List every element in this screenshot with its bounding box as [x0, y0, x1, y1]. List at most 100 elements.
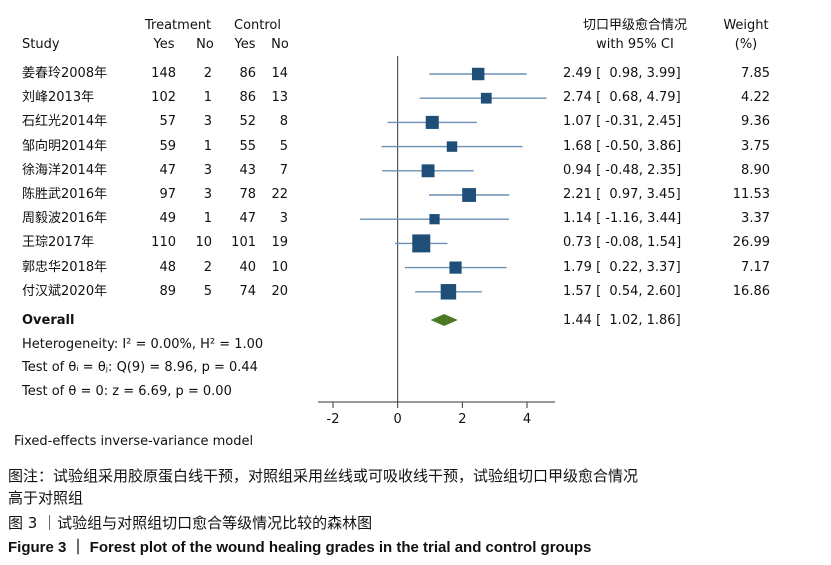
test-equal-text: Test of θᵢ = θⱼ: Q(9) = 8.96, p = 0.44	[22, 360, 258, 375]
header-study: Study	[22, 37, 60, 52]
effect-marker	[446, 141, 458, 152]
study-ci-text: 1.14 [ -1.16, 3.44]	[563, 211, 682, 226]
study-ci-text: 0.73 [ -0.08, 1.54]	[563, 235, 682, 250]
caption-note-line2: 高于对照组	[8, 489, 84, 507]
control-yes: 86	[239, 66, 256, 81]
study-name: 邹向明2014年	[22, 139, 108, 154]
effect-marker	[449, 261, 462, 274]
heterogeneity-text: Heterogeneity: I² = 0.00%, H² = 1.00	[22, 337, 264, 352]
overall-ci-text: 1.44 [ 1.02, 1.86]	[563, 313, 681, 328]
forest-plot: -2 0 2 4	[318, 56, 555, 427]
treatment-yes: 59	[159, 139, 176, 154]
control-yes: 43	[239, 163, 256, 178]
caption-title-en: Figure 3 ｜ Forest plot of the wound heal…	[8, 539, 592, 556]
study-name: 徐海洋2014年	[22, 163, 108, 178]
effect-marker	[421, 164, 435, 178]
test-zero-text: Test of θ = 0: z = 6.69, p = 0.00	[22, 384, 232, 399]
x-tick-label: -2	[327, 412, 340, 427]
treatment-no: 3	[203, 187, 212, 202]
header-control: Control	[234, 18, 281, 33]
treatment-yes: 47	[159, 163, 176, 178]
header-weight: Weight	[723, 18, 769, 33]
study-ci-text: 0.94 [ -0.48, 2.35]	[563, 163, 682, 178]
study-ci-text: 1.79 [ 0.22, 3.37]	[563, 260, 681, 275]
control-yes: 47	[239, 211, 256, 226]
effect-marker	[480, 92, 492, 104]
control-yes: 40	[239, 260, 256, 275]
treatment-no: 5	[203, 284, 212, 299]
caption-note-line1: 图注：试验组采用胶原蛋白线干预，对照组采用丝线或可吸收线干预，试验组切口甲级愈合…	[8, 467, 639, 485]
study-weight: 4.22	[741, 90, 770, 105]
effect-marker	[471, 67, 485, 81]
study-ci-text: 2.49 [ 0.98, 3.99]	[563, 66, 681, 81]
treatment-no: 10	[195, 235, 212, 250]
control-yes: 86	[239, 90, 256, 105]
study-ci-text: 1.68 [ -0.50, 3.86]	[563, 139, 682, 154]
study-name: 陈胜武2016年	[22, 187, 108, 202]
overall-label: Overall	[22, 313, 75, 328]
header-no-control: No	[271, 37, 289, 52]
study-weight: 3.75	[741, 139, 770, 154]
control-yes: 74	[239, 284, 256, 299]
treatment-no: 1	[203, 139, 212, 154]
treatment-yes: 97	[159, 187, 176, 202]
treatment-no: 3	[203, 163, 212, 178]
treatment-yes: 148	[151, 66, 176, 81]
overall-diamond	[430, 314, 458, 326]
study-ci-text: 2.74 [ 0.68, 4.79]	[563, 90, 681, 105]
study-weight: 7.17	[741, 260, 770, 275]
study-weight: 26.99	[732, 235, 770, 250]
control-yes: 55	[239, 139, 256, 154]
study-weight: 7.85	[741, 66, 770, 81]
study-weight: 3.37	[741, 211, 770, 226]
treatment-no: 1	[203, 90, 212, 105]
control-no: 14	[271, 66, 288, 81]
treatment-yes: 49	[159, 211, 176, 226]
study-name: 石红光2014年	[22, 114, 108, 129]
study-weight: 8.90	[741, 163, 770, 178]
study-weight: 11.53	[732, 187, 770, 202]
effect-marker	[429, 214, 440, 225]
study-weight: 16.86	[732, 284, 770, 299]
control-no: 22	[271, 187, 288, 202]
control-no: 8	[279, 114, 288, 129]
control-no: 5	[279, 139, 288, 154]
model-text: Fixed-effects inverse-variance model	[14, 434, 254, 449]
x-tick-label: 0	[394, 412, 402, 427]
effect-marker	[425, 115, 439, 129]
control-no: 10	[271, 260, 288, 275]
header-effect-ci: with 95% CI	[596, 37, 674, 52]
control-yes: 101	[231, 235, 256, 250]
control-no: 19	[271, 235, 288, 250]
study-name: 周毅波2016年	[22, 211, 108, 226]
control-no: 7	[279, 163, 288, 178]
treatment-no: 2	[203, 260, 212, 275]
study-name: 郭忠华2018年	[22, 260, 108, 275]
control-no: 13	[271, 90, 288, 105]
study-ci-text: 1.07 [ -0.31, 2.45]	[563, 114, 682, 129]
effect-marker	[462, 188, 477, 202]
header-effect-title: 切口甲级愈合情况	[582, 18, 687, 33]
control-yes: 78	[239, 187, 256, 202]
treatment-yes: 89	[159, 284, 176, 299]
control-yes: 52	[239, 114, 256, 129]
treatment-no: 3	[203, 114, 212, 129]
treatment-no: 2	[203, 66, 212, 81]
study-weight: 9.36	[741, 114, 770, 129]
effect-marker	[412, 234, 431, 253]
treatment-yes: 57	[159, 114, 176, 129]
caption-title-cn: 图 3 ｜试验组与对照组切口愈合等级情况比较的森林图	[8, 514, 373, 532]
x-tick-label: 4	[523, 412, 531, 427]
treatment-yes: 102	[151, 90, 176, 105]
study-name: 王琮2017年	[22, 235, 95, 250]
study-name: 刘峰2013年	[22, 90, 95, 105]
study-ci-text: 2.21 [ 0.97, 3.45]	[563, 187, 681, 202]
control-no: 20	[271, 284, 288, 299]
header-yes-treatment: Yes	[153, 37, 175, 52]
treatment-yes: 48	[159, 260, 176, 275]
header-treatment: Treatment	[145, 18, 212, 33]
header-no-treatment: No	[196, 37, 214, 52]
header-weight-unit: (%)	[734, 37, 758, 52]
study-ci-text: 1.57 [ 0.54, 2.60]	[563, 284, 681, 299]
effect-marker	[440, 284, 457, 300]
